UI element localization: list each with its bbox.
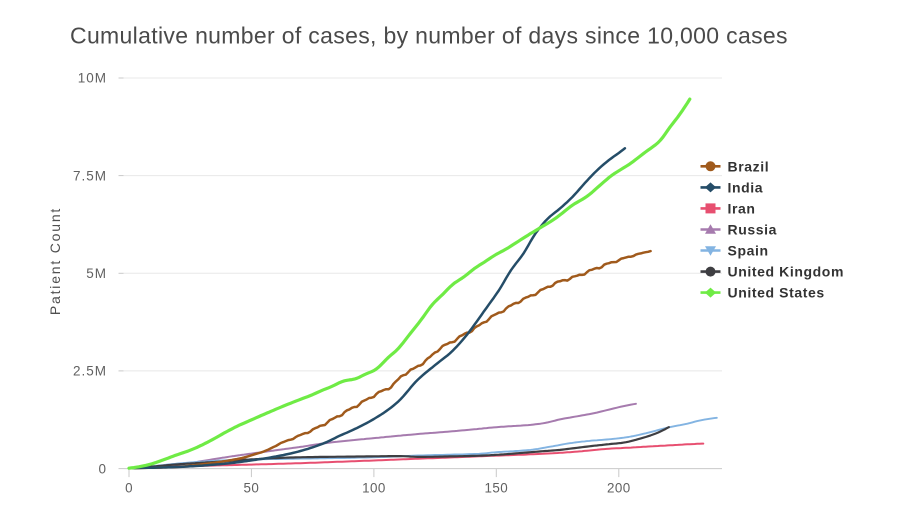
svg-text:United Kingdom: United Kingdom [728, 264, 845, 280]
svg-text:Spain: Spain [728, 243, 769, 259]
svg-text:10M: 10M [78, 71, 107, 86]
svg-text:50: 50 [244, 481, 260, 496]
svg-text:Brazil: Brazil [728, 158, 770, 174]
svg-text:2.5M: 2.5M [73, 364, 107, 379]
svg-text:Patient Count: Patient Count [47, 207, 63, 315]
svg-text:150: 150 [485, 481, 509, 496]
svg-text:India: India [728, 179, 764, 195]
svg-text:0: 0 [125, 481, 133, 496]
svg-text:Russia: Russia [728, 222, 778, 238]
svg-text:5M: 5M [86, 266, 107, 281]
svg-text:United States: United States [728, 285, 825, 301]
svg-text:100: 100 [362, 481, 386, 496]
svg-text:Iran: Iran [728, 200, 756, 216]
svg-text:0: 0 [98, 461, 107, 476]
svg-text:7.5M: 7.5M [73, 168, 107, 183]
svg-text:200: 200 [607, 481, 631, 496]
svg-text:Cumulative number of cases, by: Cumulative number of cases, by number of… [70, 23, 788, 49]
